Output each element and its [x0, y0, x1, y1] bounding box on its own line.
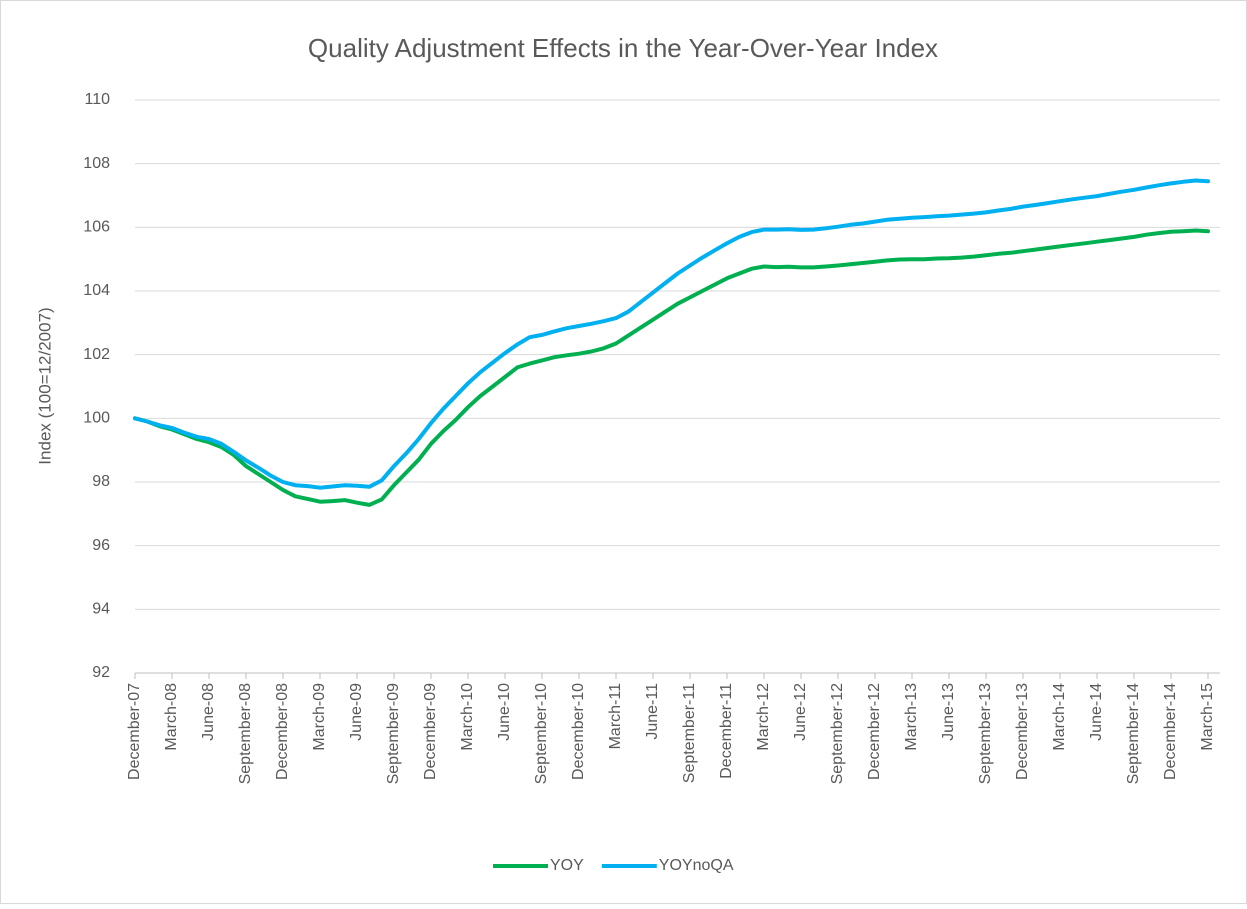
series-line: [133, 178, 1210, 490]
x-tick-label: March-11: [607, 683, 624, 749]
x-tick-label: December-11: [718, 683, 735, 779]
x-tick-label: June-09: [348, 683, 365, 741]
y-tick-label: 106: [83, 219, 110, 236]
y-tick-label: 94: [92, 601, 110, 618]
x-tick-label: June-11: [644, 683, 661, 740]
x-tick-label: December-12: [866, 683, 883, 780]
x-tick-label: September-08: [237, 683, 254, 784]
y-tick-label: 110: [84, 91, 110, 108]
x-tick-label: March-08: [163, 683, 180, 751]
x-tick-label: September-13: [977, 683, 994, 784]
x-tick-label: September-11: [681, 683, 698, 783]
x-tick-label: March-10: [459, 683, 476, 751]
y-tick-label: 102: [83, 346, 110, 363]
x-tick-label: March-12: [755, 683, 772, 751]
chart-title: Quality Adjustment Effects in the Year-O…: [308, 33, 938, 63]
y-tick-label: 98: [92, 473, 110, 490]
x-tick-label: December-10: [570, 683, 587, 780]
y-tick-label: 104: [83, 282, 110, 299]
x-tick-label: December-09: [422, 683, 439, 780]
x-tick-label: December-07: [126, 683, 143, 780]
x-tick-label: December-14: [1162, 683, 1179, 780]
x-tick-label: June-12: [792, 683, 809, 741]
x-tick-label: June-08: [200, 683, 217, 741]
x-tick-label: December-13: [1014, 683, 1031, 780]
x-tick-label: June-14: [1088, 683, 1105, 741]
x-tick-label: June-10: [496, 683, 513, 741]
series-line: [133, 228, 1210, 507]
x-tick-label: September-10: [533, 683, 550, 784]
x-tick-label: September-09: [385, 683, 402, 784]
y-axis-label: Index (100=12/2007): [35, 307, 54, 464]
x-tick-label: September-14: [1125, 683, 1142, 784]
x-tick-label: June-13: [940, 683, 957, 741]
legend-label: YOY: [550, 857, 584, 874]
y-tick-label: 108: [83, 155, 110, 172]
x-tick-label: March-15: [1199, 683, 1216, 751]
y-tick-label: 96: [92, 537, 110, 554]
y-tick-label: 100: [83, 410, 110, 427]
x-tick-label: September-12: [829, 683, 846, 784]
y-tick-label: 92: [92, 664, 110, 681]
legend-label: YOYnoQA: [659, 857, 734, 874]
x-tick-label: March-14: [1051, 683, 1068, 751]
x-tick-label: December-08: [274, 683, 291, 780]
x-tick-label: March-09: [311, 683, 328, 751]
x-tick-label: March-13: [903, 683, 920, 751]
